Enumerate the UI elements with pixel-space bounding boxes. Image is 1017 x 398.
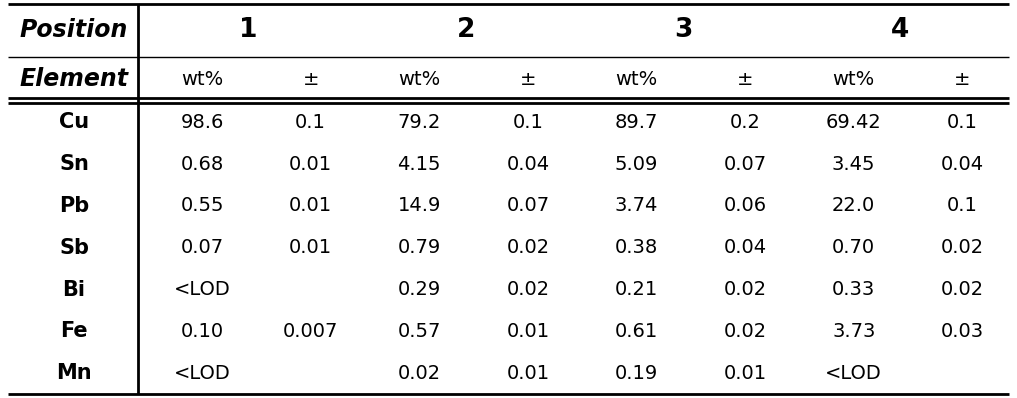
Text: 0.38: 0.38 bbox=[615, 238, 658, 257]
Text: wt%: wt% bbox=[615, 70, 658, 89]
Text: 0.02: 0.02 bbox=[723, 322, 767, 341]
Text: Mn: Mn bbox=[56, 363, 92, 383]
Text: <LOD: <LOD bbox=[174, 364, 231, 382]
Text: 0.1: 0.1 bbox=[513, 113, 543, 132]
Text: 2: 2 bbox=[457, 18, 475, 43]
Text: 0.68: 0.68 bbox=[180, 155, 224, 174]
Text: ±: ± bbox=[302, 70, 319, 89]
Text: <LOD: <LOD bbox=[826, 364, 882, 382]
Text: 0.01: 0.01 bbox=[289, 238, 333, 257]
Text: 0.55: 0.55 bbox=[180, 197, 224, 215]
Text: <LOD: <LOD bbox=[174, 280, 231, 299]
Text: 3.45: 3.45 bbox=[832, 155, 876, 174]
Text: ±: ± bbox=[954, 70, 970, 89]
Text: Sn: Sn bbox=[59, 154, 89, 174]
Text: Position: Position bbox=[20, 18, 128, 42]
Text: 69.42: 69.42 bbox=[826, 113, 882, 132]
Text: 0.07: 0.07 bbox=[180, 238, 224, 257]
Text: 89.7: 89.7 bbox=[615, 113, 658, 132]
Text: 3.73: 3.73 bbox=[832, 322, 876, 341]
Text: 0.03: 0.03 bbox=[941, 322, 983, 341]
Text: Pb: Pb bbox=[59, 196, 89, 216]
Text: Element: Element bbox=[19, 67, 128, 91]
Text: 1: 1 bbox=[239, 18, 258, 43]
Text: Fe: Fe bbox=[60, 321, 87, 341]
Text: 98.6: 98.6 bbox=[180, 113, 224, 132]
Text: 0.2: 0.2 bbox=[729, 113, 761, 132]
Text: 0.21: 0.21 bbox=[615, 280, 658, 299]
Text: wt%: wt% bbox=[833, 70, 875, 89]
Text: 0.02: 0.02 bbox=[941, 280, 983, 299]
Text: 0.02: 0.02 bbox=[506, 280, 549, 299]
Text: 0.29: 0.29 bbox=[398, 280, 441, 299]
Text: 0.07: 0.07 bbox=[506, 197, 549, 215]
Text: 14.9: 14.9 bbox=[398, 197, 441, 215]
Text: wt%: wt% bbox=[398, 70, 440, 89]
Text: 22.0: 22.0 bbox=[832, 197, 876, 215]
Text: 0.01: 0.01 bbox=[289, 155, 333, 174]
Text: 0.33: 0.33 bbox=[832, 280, 876, 299]
Text: 0.01: 0.01 bbox=[289, 197, 333, 215]
Text: ±: ± bbox=[737, 70, 754, 89]
Text: 0.10: 0.10 bbox=[180, 322, 224, 341]
Text: 0.04: 0.04 bbox=[723, 238, 767, 257]
Text: 0.1: 0.1 bbox=[295, 113, 326, 132]
Text: 0.04: 0.04 bbox=[506, 155, 549, 174]
Text: 0.70: 0.70 bbox=[832, 238, 876, 257]
Text: 0.19: 0.19 bbox=[615, 364, 658, 382]
Text: 0.79: 0.79 bbox=[398, 238, 441, 257]
Text: wt%: wt% bbox=[181, 70, 223, 89]
Text: 0.02: 0.02 bbox=[506, 238, 549, 257]
Text: 0.61: 0.61 bbox=[615, 322, 658, 341]
Text: 0.01: 0.01 bbox=[506, 322, 549, 341]
Text: Sb: Sb bbox=[59, 238, 89, 258]
Text: 0.57: 0.57 bbox=[398, 322, 441, 341]
Text: 3.74: 3.74 bbox=[615, 197, 658, 215]
Text: 0.01: 0.01 bbox=[723, 364, 767, 382]
Text: 0.07: 0.07 bbox=[723, 155, 767, 174]
Text: 0.1: 0.1 bbox=[947, 113, 977, 132]
Text: 4: 4 bbox=[891, 18, 909, 43]
Text: 5.09: 5.09 bbox=[615, 155, 658, 174]
Text: 0.02: 0.02 bbox=[398, 364, 440, 382]
Text: 0.01: 0.01 bbox=[506, 364, 549, 382]
Text: 0.06: 0.06 bbox=[723, 197, 767, 215]
Text: Cu: Cu bbox=[59, 112, 89, 133]
Text: 79.2: 79.2 bbox=[398, 113, 441, 132]
Text: Bi: Bi bbox=[63, 279, 85, 300]
Text: 0.1: 0.1 bbox=[947, 197, 977, 215]
Text: 0.04: 0.04 bbox=[941, 155, 983, 174]
Text: ±: ± bbox=[520, 70, 536, 89]
Text: 0.02: 0.02 bbox=[723, 280, 767, 299]
Text: 4.15: 4.15 bbox=[398, 155, 441, 174]
Text: 3: 3 bbox=[674, 18, 693, 43]
Text: 0.007: 0.007 bbox=[283, 322, 339, 341]
Text: 0.02: 0.02 bbox=[941, 238, 983, 257]
